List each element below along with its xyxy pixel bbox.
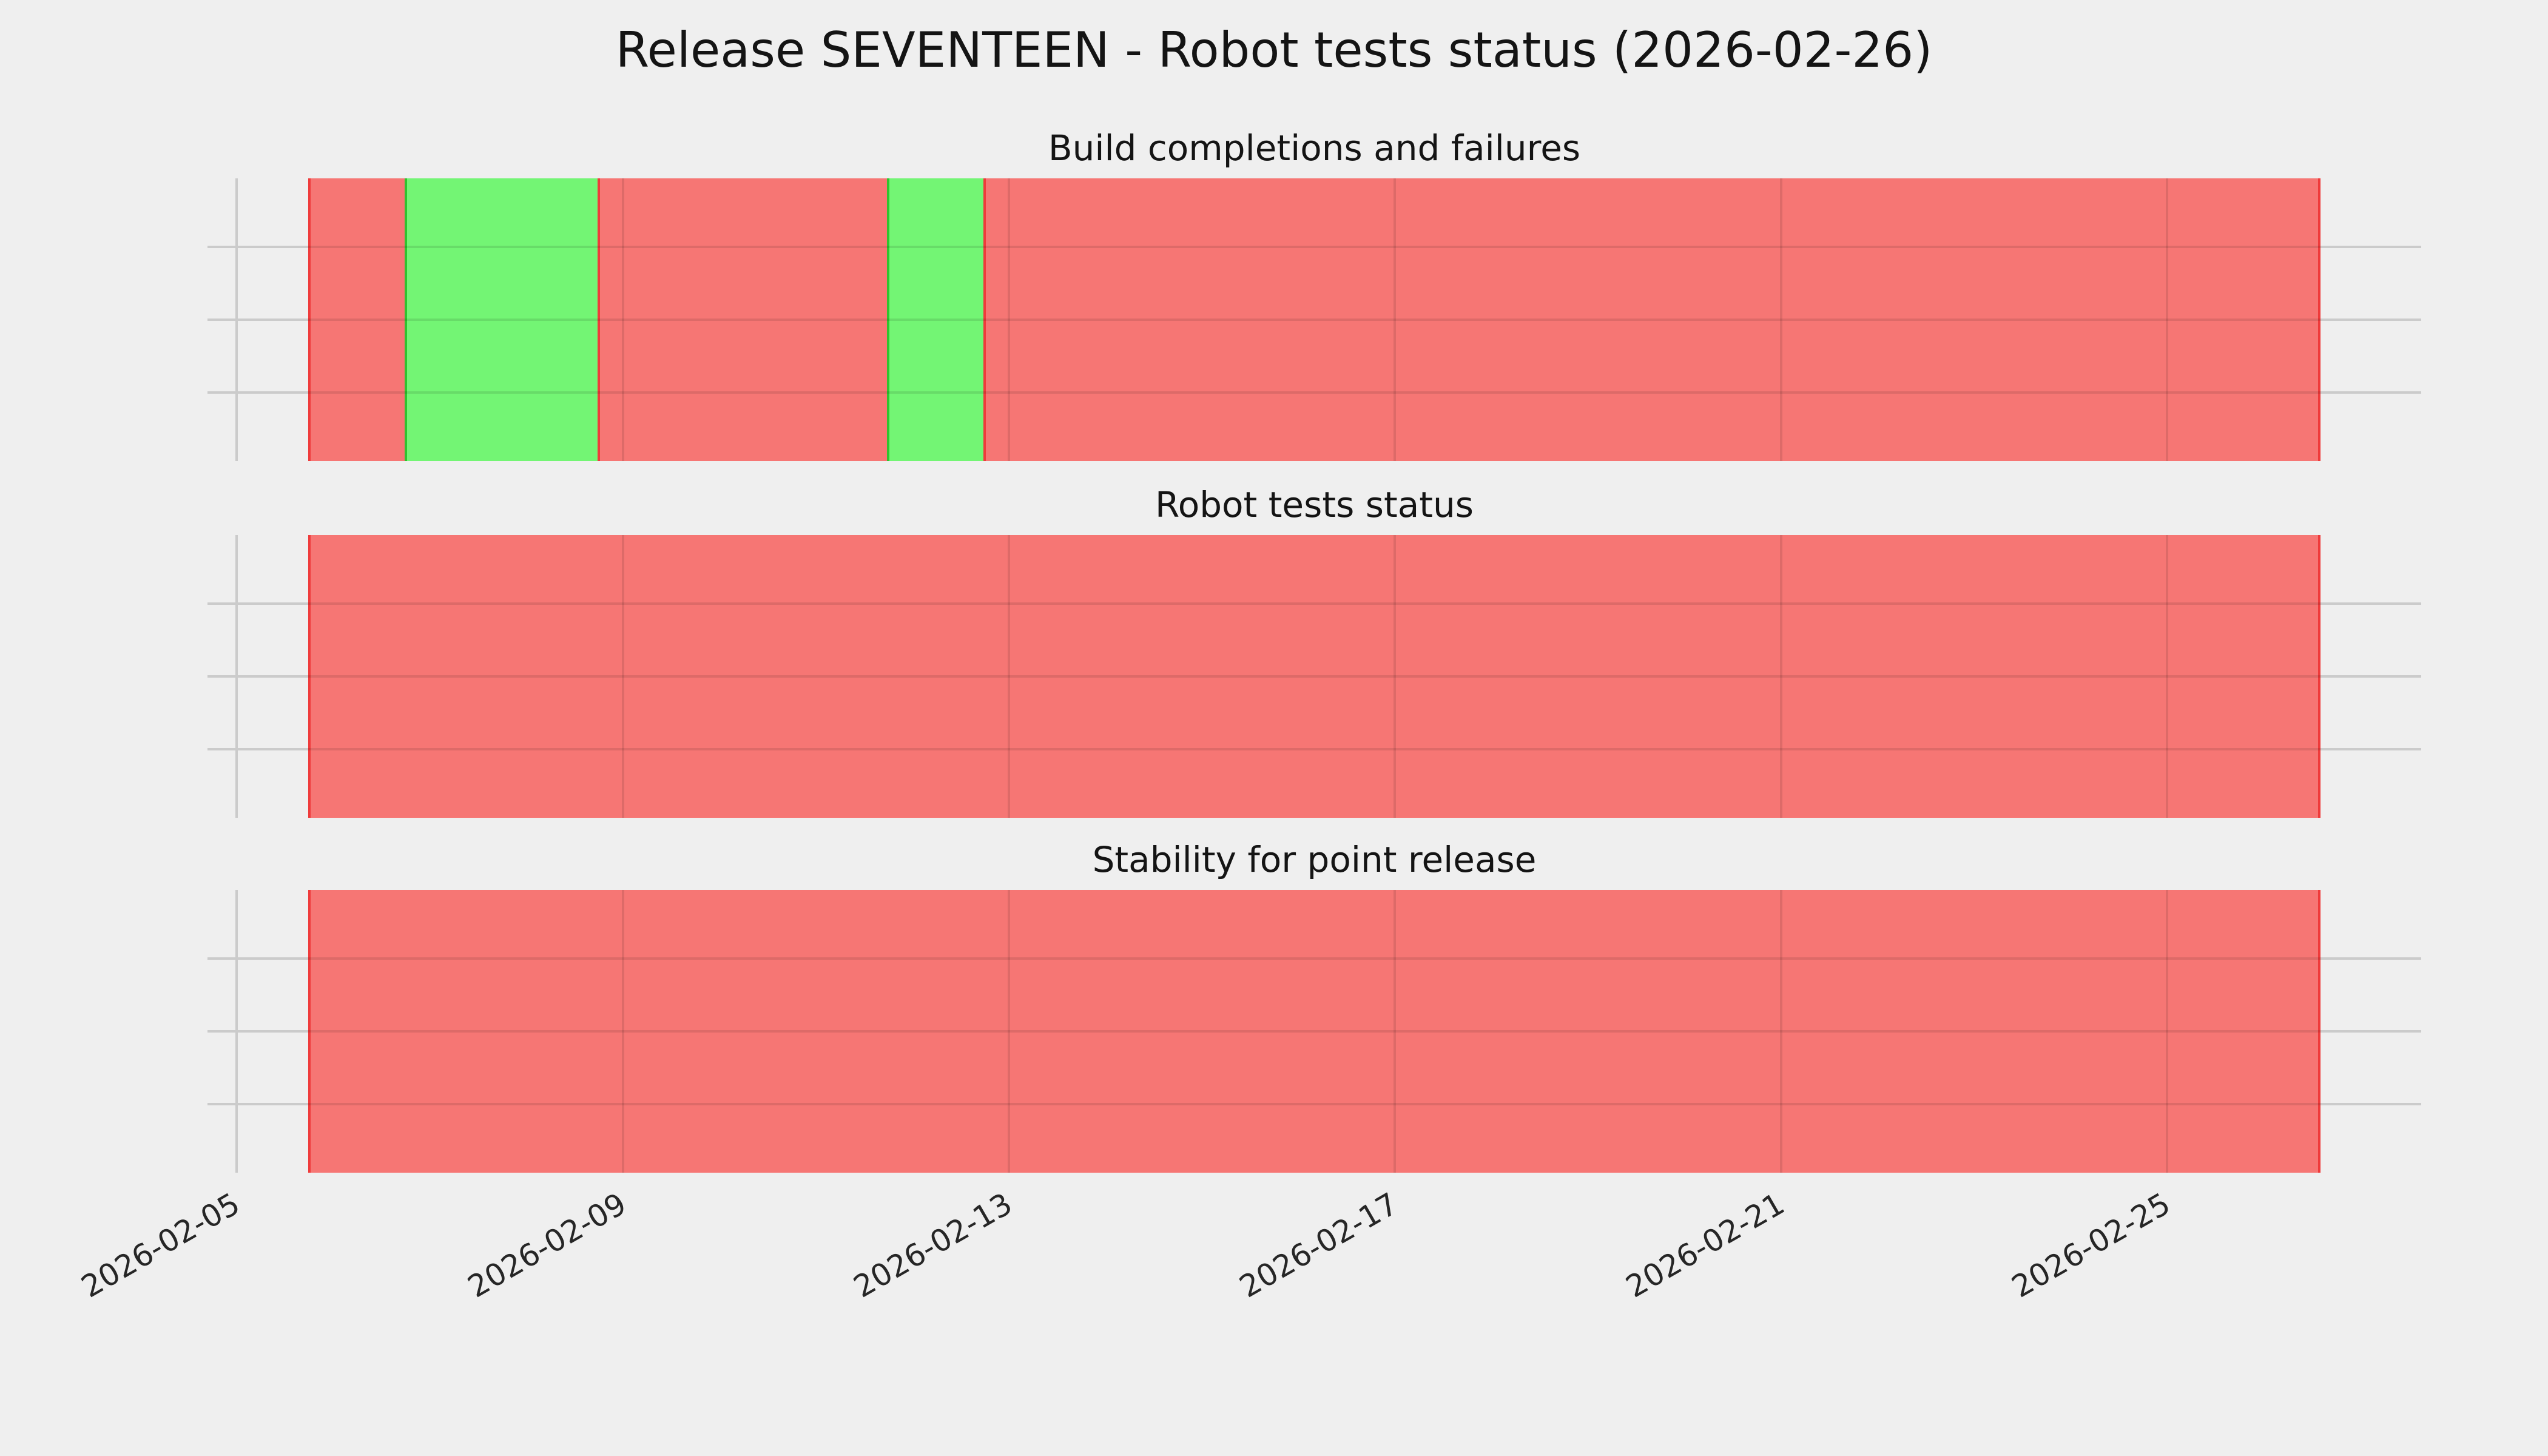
x-gridline-over-bar <box>1394 178 1396 461</box>
status-segment-success <box>405 178 598 461</box>
x-gridline-over-bar <box>1780 535 1782 818</box>
x-tick-label: 2026-02-09 <box>462 1186 632 1305</box>
x-gridline-over-bar <box>1780 890 1782 1173</box>
status-segment-success <box>887 178 983 461</box>
x-gridline-over-bar <box>622 178 624 461</box>
axes-3 <box>207 890 2421 1173</box>
figure-title: Release SEVENTEEN - Robot tests status (… <box>615 22 1933 78</box>
subplot-title: Build completions and failures <box>1048 127 1581 169</box>
x-gridline-over-bar <box>2166 890 2168 1173</box>
x-gridline-over-bar <box>1394 890 1396 1173</box>
y-gridline-over-bar <box>308 602 2320 605</box>
x-gridline-over-bar <box>1008 535 1010 818</box>
y-gridline-over-bar <box>308 957 2320 960</box>
subplot-title: Stability for point release <box>1092 839 1537 880</box>
y-gridline-over-bar <box>308 675 2320 678</box>
x-tick-label: 2026-02-21 <box>1620 1186 1790 1305</box>
y-gridline-over-bar <box>308 246 2320 248</box>
x-tick-label: 2026-02-13 <box>848 1186 1018 1305</box>
x-gridline-over-bar <box>2166 535 2168 818</box>
y-gridline-over-bar <box>308 748 2320 750</box>
x-gridline-over-bar <box>1394 535 1396 818</box>
y-gridline-over-bar <box>308 391 2320 394</box>
subplot-title: Robot tests status <box>1155 484 1474 525</box>
x-gridline-over-bar <box>1008 178 1010 461</box>
x-gridline-over-bar <box>2166 178 2168 461</box>
y-gridline-over-bar <box>308 318 2320 321</box>
x-gridline-over-bar <box>622 535 624 818</box>
axes-2 <box>207 535 2421 818</box>
status-segment-failure <box>308 890 2320 1173</box>
status-segment-failure <box>598 178 887 461</box>
x-gridline-over-bar <box>622 890 624 1173</box>
status-segment-failure <box>308 535 2320 818</box>
x-gridline-over-bar <box>1008 890 1010 1173</box>
y-gridline-over-bar <box>308 1030 2320 1033</box>
y-gridline-over-bar <box>308 1103 2320 1105</box>
x-tick-label: 2026-02-05 <box>75 1186 246 1305</box>
status-segment-failure <box>308 178 405 461</box>
x-gridline-over-bar <box>1780 178 1782 461</box>
axes-1 <box>207 178 2421 461</box>
status-segment-failure <box>983 178 2320 461</box>
x-tick-label: 2026-02-17 <box>1233 1186 1404 1305</box>
x-tick-label: 2026-02-25 <box>2006 1186 2176 1305</box>
